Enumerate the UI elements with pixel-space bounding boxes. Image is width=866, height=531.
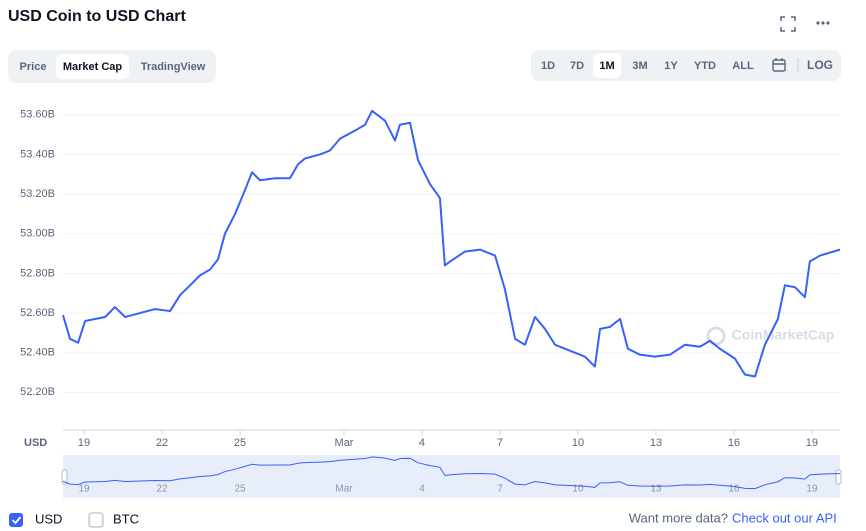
navigator-handle[interactable]	[835, 469, 842, 485]
navigator-line	[62, 456, 841, 490]
range-button[interactable]: 1Y	[664, 60, 678, 72]
fullscreen-icon[interactable]	[780, 16, 796, 32]
tab[interactable]: TradingView	[141, 61, 206, 73]
price-line	[62, 109, 841, 378]
legend-usd: USD	[35, 511, 62, 526]
log-button[interactable]: LOG	[807, 58, 833, 72]
tab[interactable]: Price	[20, 61, 47, 73]
x-tick-label: 7	[497, 437, 503, 449]
footer-prompt: Want more data?	[629, 510, 728, 525]
watermark: CoinMarketCap	[732, 327, 835, 343]
btc-checkbox[interactable]	[88, 512, 104, 528]
legend-btc: BTC	[113, 511, 139, 526]
more-icon[interactable]	[816, 21, 830, 25]
y-tick-label: 53.60B	[20, 109, 55, 121]
y-tick-label: 52.40B	[20, 347, 55, 359]
tab-selected-bg	[56, 54, 129, 79]
range-button[interactable]: 3M	[632, 60, 647, 72]
navigator-tick-label: Mar	[335, 484, 353, 495]
x-tick-label: 10	[572, 437, 584, 449]
usd-checkbox[interactable]	[9, 513, 23, 527]
navigator-tick-label: 22	[156, 484, 168, 495]
y-tick-label: 52.60B	[20, 307, 55, 319]
range-button[interactable]: 1M	[599, 60, 614, 72]
y-tick-label: 53.40B	[20, 148, 55, 160]
navigator-tick-label: 13	[650, 484, 662, 495]
x-tick-label: 16	[728, 437, 740, 449]
calendar-icon[interactable]	[772, 58, 786, 72]
navigator-tick-label: 7	[497, 484, 503, 495]
x-axis-label: USD	[24, 437, 47, 449]
navigator-tick-label: 4	[419, 484, 425, 495]
range-button[interactable]: YTD	[694, 60, 716, 72]
navigator-tick-label: 19	[78, 484, 90, 495]
tab[interactable]: Market Cap	[63, 61, 123, 73]
navigator-tick-label: 25	[234, 484, 246, 495]
check-mark	[11, 516, 22, 525]
y-tick-label: 52.20B	[20, 386, 55, 398]
range-button[interactable]: ALL	[732, 60, 754, 72]
x-tick-label: Mar	[335, 437, 354, 449]
navigator-handle[interactable]	[61, 469, 68, 485]
navigator-tick-label: 19	[806, 484, 818, 495]
x-tick-label: 25	[234, 437, 246, 449]
range-selected-bg	[593, 53, 621, 78]
y-tick-label: 53.00B	[20, 228, 55, 240]
range-button[interactable]: 7D	[570, 60, 584, 72]
y-tick-label: 52.80B	[20, 267, 55, 279]
page-title: USD Coin to USD Chart	[8, 8, 186, 25]
range-button[interactable]: 1D	[541, 60, 555, 72]
api-link[interactable]: Check out our API	[732, 510, 837, 525]
x-tick-label: 4	[419, 437, 425, 449]
navigator	[63, 455, 840, 498]
navigator-tick-label: 16	[728, 484, 740, 495]
navigator-tick-label: 10	[572, 484, 584, 495]
x-tick-label: 22	[156, 437, 168, 449]
x-tick-label: 19	[78, 437, 90, 449]
watermark-logo	[706, 326, 726, 346]
x-tick-label: 13	[650, 437, 662, 449]
x-tick-label: 19	[806, 437, 818, 449]
y-tick-label: 53.20B	[20, 188, 55, 200]
